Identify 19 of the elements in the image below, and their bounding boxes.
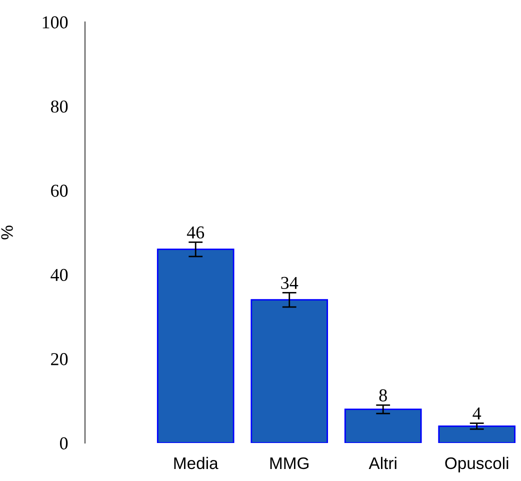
y-tick-label: 40 bbox=[50, 268, 68, 282]
x-tick-label: Media bbox=[174, 456, 218, 470]
x-tick-label: Opuscoli bbox=[445, 456, 508, 472]
y-tick-label: 80 bbox=[50, 100, 68, 113]
data-label: 46 bbox=[186, 226, 204, 239]
x-tick-label: MMG bbox=[270, 457, 308, 470]
x-tick-label: Altri bbox=[368, 456, 396, 470]
bar bbox=[156, 248, 234, 443]
y-axis-title: % bbox=[1, 226, 13, 240]
data-label: 4 bbox=[472, 407, 482, 420]
y-tick-label: 100 bbox=[42, 16, 68, 28]
data-label: 34 bbox=[281, 276, 298, 290]
data-label: 8 bbox=[379, 389, 387, 402]
y-tick-label: 0 bbox=[60, 437, 68, 450]
y-tick-label: 60 bbox=[51, 184, 68, 197]
bar bbox=[438, 425, 516, 443]
bar bbox=[250, 299, 328, 443]
y-tick-label: 20 bbox=[51, 353, 68, 366]
bar bbox=[344, 408, 422, 443]
